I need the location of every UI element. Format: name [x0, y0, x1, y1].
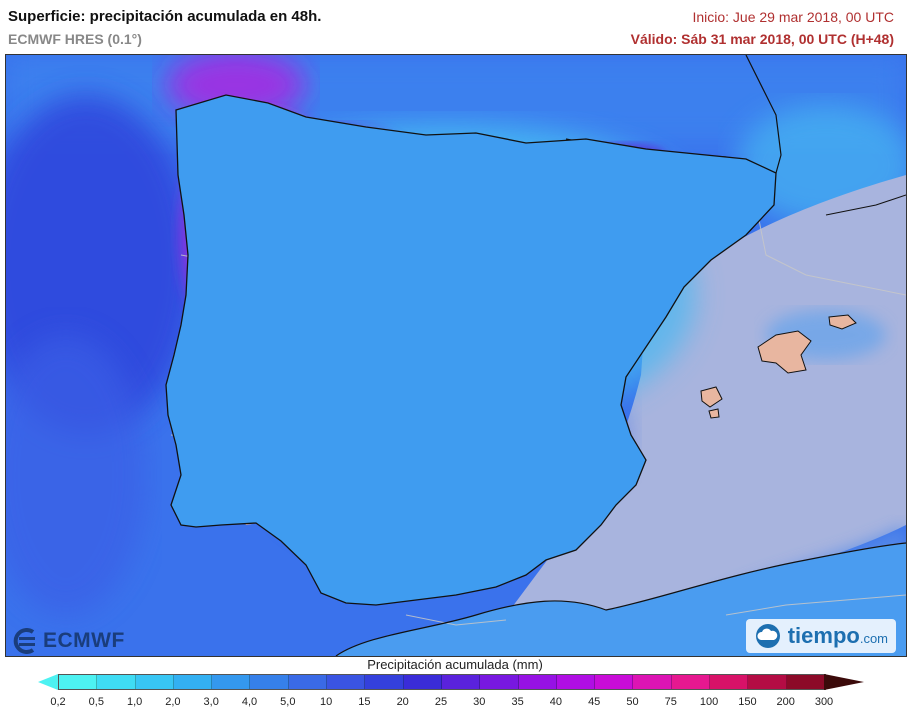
menorca-island	[828, 314, 857, 330]
ecmwf-logo-icon	[13, 628, 35, 654]
legend-color-cell	[135, 675, 174, 689]
legend-tick-label: 20	[396, 696, 409, 708]
legend-tick-label: 3,0	[203, 696, 219, 708]
mallorca-island	[757, 330, 812, 374]
valid-time: Válido: Sáb 31 mar 2018, 00 UTC (H+48)	[630, 31, 894, 47]
legend-tick-label: 1,0	[126, 696, 143, 708]
legend-color-cell	[59, 675, 98, 689]
legend-color-cell	[595, 675, 634, 689]
africa-coastline	[335, 542, 906, 656]
legend-color-cell	[786, 675, 825, 689]
legend-color-cell	[710, 675, 749, 689]
legend-color-cell	[173, 675, 213, 689]
color-legend	[38, 674, 864, 690]
legend-tick-label: 0,2	[50, 696, 66, 708]
legend-color-cell	[403, 675, 442, 689]
legend-color-cell	[288, 675, 328, 689]
legend-tick-label: 4,0	[241, 696, 258, 708]
legend-color-cell	[633, 675, 672, 689]
tiempo-logo[interactable]: tiempo.com	[745, 619, 896, 653]
legend-color-cell	[518, 675, 557, 689]
legend-tick-label: 5,0	[280, 696, 296, 708]
legend-tick-label: 300	[814, 696, 834, 708]
tiempo-logo-text: tiempo	[787, 623, 860, 648]
legend-color-cell	[97, 675, 136, 689]
ecmwf-logo: ECMWF	[9, 628, 125, 654]
legend-color-cell	[480, 675, 519, 689]
map-canvas	[6, 55, 906, 656]
legend-tick-label: 25	[434, 696, 448, 708]
legend-color-bar	[58, 674, 826, 690]
legend-tick-label: 30	[473, 696, 486, 708]
precipitation-map[interactable]	[5, 54, 907, 657]
model-label: ECMWF HRES (0.1°)	[8, 31, 142, 47]
legend-color-cell	[212, 675, 251, 689]
legend-arrow-right	[824, 674, 864, 690]
ecmwf-logo-text: ECMWF	[43, 629, 125, 652]
legend-tick-label: 0,5	[88, 696, 104, 708]
legend-color-cell	[748, 675, 787, 689]
legend-tick-label: 35	[511, 696, 524, 708]
legend-tick-label: 2,0	[165, 696, 181, 708]
legend-tick-label: 75	[664, 696, 677, 708]
legend-tick-label: 10	[319, 696, 333, 708]
legend-arrow-left	[38, 674, 58, 690]
legend-color-cell	[327, 675, 366, 689]
legend-tick-label: 50	[626, 696, 639, 708]
legend-color-cell	[365, 675, 404, 689]
legend-tick-label: 150	[738, 696, 757, 708]
init-time: Inicio: Jue 29 mar 2018, 00 UTC	[692, 9, 894, 25]
legend-color-cell	[441, 675, 481, 689]
ibiza-island	[700, 386, 723, 408]
legend-color-cell	[671, 675, 711, 689]
legend-tick-label: 15	[358, 696, 371, 708]
legend-title: Precipitación acumulada (mm)	[367, 657, 543, 672]
legend-tick-label: 200	[776, 696, 795, 708]
legend-tick-label: 100	[699, 696, 719, 708]
tiempo-logo-suffix: .com	[859, 631, 888, 646]
legend-color-cell	[250, 675, 289, 689]
legend-tick-label: 40	[549, 696, 563, 708]
map-title: Superficie: precipitación acumulada en 4…	[8, 8, 322, 25]
tiempo-cloud-icon	[755, 624, 780, 648]
legend-color-cell	[556, 675, 596, 689]
legend-tick-label: 45	[588, 696, 601, 708]
